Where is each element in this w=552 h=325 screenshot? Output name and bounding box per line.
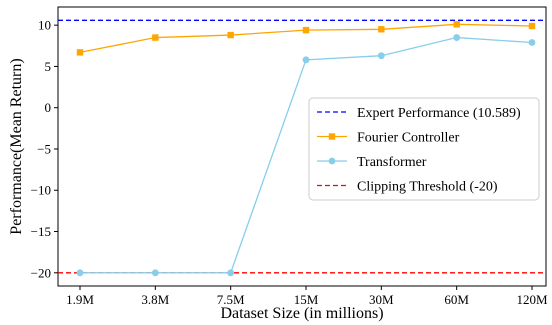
y-tick-label-1: −15 <box>31 224 51 239</box>
data-point-0-6 <box>528 22 536 30</box>
data-point-1-0 <box>76 269 84 277</box>
data-point-0-5 <box>453 21 460 28</box>
data-point-1-3 <box>302 56 310 64</box>
x-tick-label-1: 3.8M <box>141 292 169 307</box>
x-axis-label: Dataset Size (in millions) <box>220 305 383 322</box>
x-axis: 1.9M 3.8M 7.5M 15M 30M 60M 120M <box>66 286 548 307</box>
legend: Expert Performance (10.589) Fourier Contr… <box>308 97 540 201</box>
legend-box <box>308 97 540 201</box>
y-tick-label-5: 5 <box>45 59 52 74</box>
data-point-0-2 <box>227 31 234 39</box>
y-tick-label-6: 10 <box>38 18 51 33</box>
x-tick-label-2: 7.5M <box>217 292 245 307</box>
x-tick-label-0: 1.9M <box>66 292 94 307</box>
data-point-0-0 <box>76 49 84 56</box>
legend-label-1: Fourier Controller <box>357 131 460 146</box>
y-tick-label-2: −10 <box>31 183 51 198</box>
legend-label-2: Transformer <box>357 155 427 170</box>
data-point-0-3 <box>302 26 310 34</box>
y-axis: −20 −15 −10 −5 0 5 10 <box>31 18 58 280</box>
data-point-0-4 <box>378 26 385 33</box>
y-tick-label-3: −5 <box>37 141 51 156</box>
x-tick-label-5: 60M <box>444 292 469 307</box>
legend-marker-2 <box>328 157 336 165</box>
y-tick-label-0: −20 <box>31 265 51 280</box>
data-point-1-6 <box>528 39 536 46</box>
y-tick-label-4: 0 <box>45 100 52 115</box>
legend-label-0: Expert Performance (10.589) <box>357 106 521 121</box>
series-markers <box>76 21 536 277</box>
x-tick-label-3: 15M <box>294 292 319 307</box>
data-point-1-1 <box>151 269 159 277</box>
x-tick-label-6: 120M <box>516 292 548 307</box>
x-tick-label-4: 30M <box>369 292 394 307</box>
plot-frame <box>57 6 547 287</box>
plot-area <box>57 6 547 287</box>
data-point-1-5 <box>453 34 461 41</box>
y-axis-label: Performance(Mean Return) <box>8 58 25 234</box>
data-point-1-2 <box>227 269 235 277</box>
data-point-1-4 <box>377 52 385 60</box>
legend-label-3: Clipping Threshold (-20) <box>357 180 498 195</box>
data-point-0-1 <box>152 34 159 41</box>
legend-marker-1 <box>328 133 336 140</box>
